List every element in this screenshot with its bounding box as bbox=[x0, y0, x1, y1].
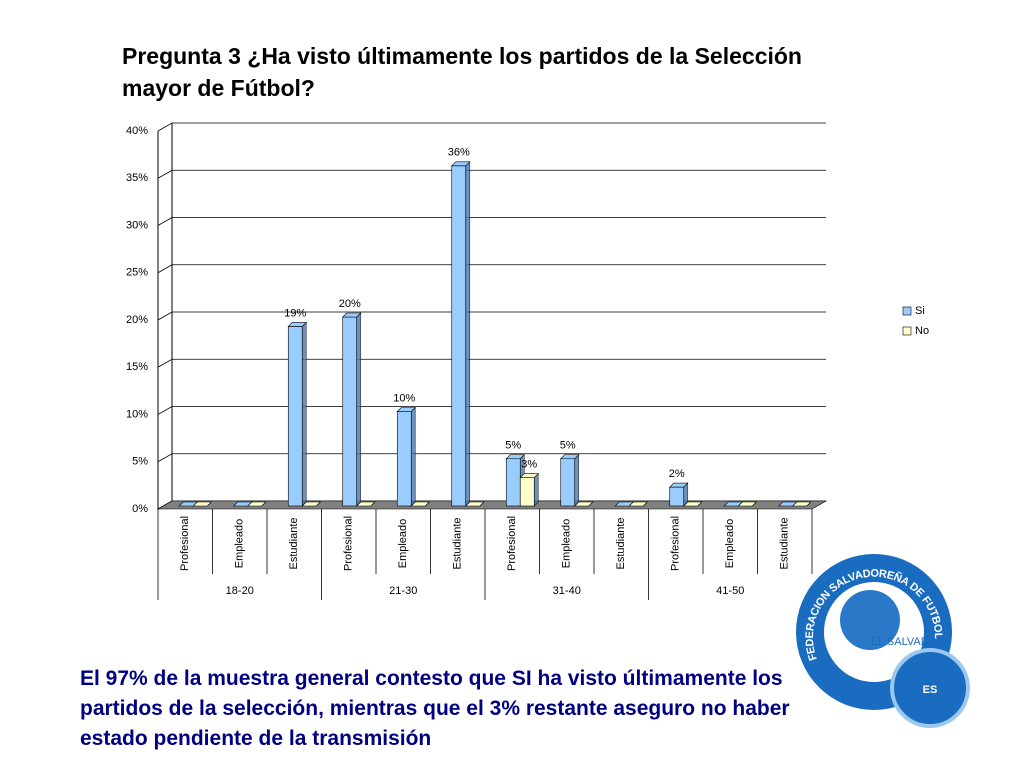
bar-no-top bbox=[301, 501, 321, 507]
bar-no-top bbox=[465, 501, 485, 507]
y-tick-label: 0% bbox=[132, 503, 148, 515]
bar-no-top bbox=[574, 501, 594, 507]
y-tick-label: 35% bbox=[126, 172, 148, 184]
title-lead: Pregunta 3 bbox=[122, 43, 241, 69]
x-tick-label: Estudiante bbox=[452, 518, 464, 570]
x-tick-label: Profesional bbox=[179, 516, 191, 571]
bar-no-top bbox=[410, 501, 430, 507]
data-label: 36% bbox=[448, 147, 470, 159]
footnote: El 97% de la muestra general contesto qu… bbox=[80, 667, 790, 750]
logo-initials: ES bbox=[923, 684, 938, 696]
bar-no bbox=[519, 477, 535, 507]
bar-si-top bbox=[396, 407, 416, 412]
bar-si-side bbox=[356, 312, 362, 507]
x-tick-label: Estudiante bbox=[779, 518, 791, 570]
data-label: 19% bbox=[284, 307, 306, 319]
title: ¿Ha visto últimamente los partidos de la… bbox=[122, 43, 802, 101]
grid-line bbox=[157, 169, 826, 179]
y-tick-label: 5% bbox=[132, 456, 148, 468]
x-tick-label: Profesional bbox=[506, 516, 518, 571]
bar-si bbox=[396, 411, 412, 507]
data-label: 5% bbox=[560, 440, 576, 452]
bar-si-top bbox=[342, 312, 362, 318]
group-label: 41-50 bbox=[716, 585, 744, 597]
logo-country: EL SALVADOR bbox=[871, 636, 945, 648]
bar-si-side bbox=[410, 406, 416, 507]
bar-no-top bbox=[792, 501, 812, 507]
x-tick-label: Estudiante bbox=[615, 518, 627, 570]
y-tick-label: 10% bbox=[126, 408, 148, 420]
logo-ball bbox=[840, 590, 900, 650]
group-label: 18-20 bbox=[226, 585, 254, 597]
legend-label: No bbox=[915, 325, 929, 337]
x-tick-label: Empleado bbox=[724, 519, 736, 569]
y-tick-label: 40% bbox=[126, 125, 148, 137]
group-label: 31-40 bbox=[553, 585, 581, 597]
y-tick-label: 20% bbox=[126, 314, 148, 326]
bar-si bbox=[342, 316, 358, 507]
grid-line bbox=[157, 453, 826, 463]
x-tick-label: Empleado bbox=[561, 519, 573, 569]
bar-si-side bbox=[301, 321, 307, 507]
bar-si-top bbox=[560, 454, 580, 460]
bar-no-top bbox=[737, 501, 757, 507]
legend-swatch bbox=[902, 326, 912, 336]
grid-line bbox=[157, 358, 826, 368]
legend-swatch bbox=[902, 306, 912, 316]
logo-es-badge bbox=[890, 648, 970, 728]
y-tick-label: 25% bbox=[126, 267, 148, 279]
x-tick-label: Profesional bbox=[670, 516, 682, 571]
grid-line bbox=[157, 122, 826, 132]
bar-si bbox=[560, 458, 576, 507]
data-label: 2% bbox=[669, 468, 685, 480]
bar-no-top bbox=[519, 473, 539, 478]
grid-line bbox=[157, 264, 826, 274]
bar-no-top bbox=[683, 501, 703, 507]
grid-line bbox=[157, 217, 826, 226]
group-label: 21-30 bbox=[389, 585, 417, 597]
bar-si-top bbox=[287, 322, 307, 327]
grid-line bbox=[157, 406, 826, 415]
legend-label: Si bbox=[915, 305, 925, 317]
bar-si-top bbox=[505, 454, 525, 460]
bar-si-side bbox=[465, 161, 471, 507]
y-tick-label: 30% bbox=[126, 219, 148, 231]
bar-si-top bbox=[669, 482, 689, 488]
bar-si bbox=[287, 326, 303, 507]
x-tick-label: Estudiante bbox=[288, 518, 300, 570]
data-label: 10% bbox=[393, 392, 415, 404]
x-tick-label: Profesional bbox=[343, 516, 355, 571]
bar-si bbox=[669, 486, 685, 507]
data-label: 20% bbox=[339, 298, 361, 310]
y-tick-label: 15% bbox=[126, 361, 148, 373]
logo: FEDERACION SALVADOREÑA DE FUTBOL EL SALV… bbox=[796, 554, 970, 728]
x-tick-label: Empleado bbox=[397, 519, 409, 569]
data-label: 5% bbox=[505, 440, 521, 452]
bar-si bbox=[451, 165, 467, 507]
title-block: Pregunta 3 ¿Ha visto últimamente los par… bbox=[122, 40, 842, 104]
bar-no-top bbox=[356, 501, 376, 507]
grid-line bbox=[157, 311, 826, 321]
data-label: 3% bbox=[521, 459, 537, 471]
bar-no-top bbox=[628, 501, 648, 507]
bar-no-side bbox=[533, 472, 539, 507]
bar-no-top bbox=[192, 501, 212, 507]
x-tick-label: Empleado bbox=[234, 519, 246, 569]
bar-si-side bbox=[574, 454, 580, 507]
bar-si bbox=[505, 458, 521, 507]
bar-si-top bbox=[451, 161, 471, 167]
bar-no-top bbox=[247, 501, 267, 507]
